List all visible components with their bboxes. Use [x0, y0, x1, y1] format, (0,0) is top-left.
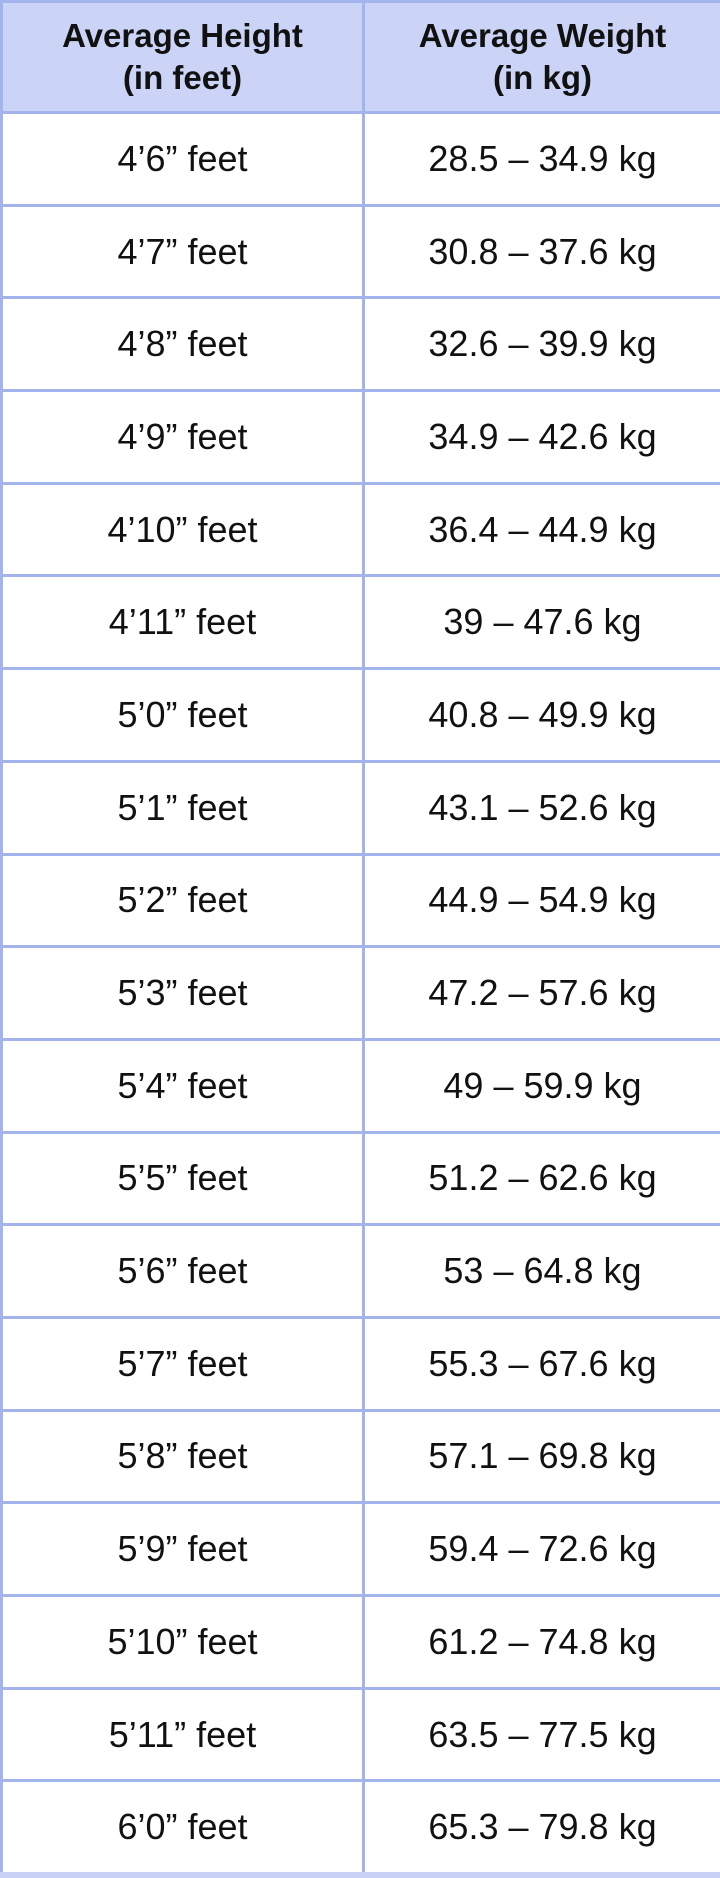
height-cell: 5’3” feet: [2, 947, 364, 1040]
height-cell: 5’2” feet: [2, 854, 364, 947]
height-cell: 5’0” feet: [2, 669, 364, 762]
header-height: Average Height (in feet): [2, 2, 364, 113]
height-cell: 5’1” feet: [2, 761, 364, 854]
weight-cell: 39 – 47.6 kg: [364, 576, 720, 669]
height-cell: 5’6” feet: [2, 1225, 364, 1318]
weight-cell: 34.9 – 42.6 kg: [364, 391, 720, 484]
height-cell: 5’10” feet: [2, 1596, 364, 1689]
height-cell: 6’0” feet: [2, 1781, 364, 1875]
weight-cell: 40.8 – 49.9 kg: [364, 669, 720, 762]
height-cell: 5’4” feet: [2, 1039, 364, 1132]
weight-cell: 59.4 – 72.6 kg: [364, 1503, 720, 1596]
height-cell: 4’6” feet: [2, 113, 364, 206]
height-cell: 5’5” feet: [2, 1132, 364, 1225]
weight-cell: 43.1 – 52.6 kg: [364, 761, 720, 854]
header-weight-line1: Average Weight: [365, 15, 720, 57]
weight-cell: 65.3 – 79.8 kg: [364, 1781, 720, 1875]
weight-cell: 44.9 – 54.9 kg: [364, 854, 720, 947]
height-cell: 5’9” feet: [2, 1503, 364, 1596]
height-cell: 4’8” feet: [2, 298, 364, 391]
header-height-line1: Average Height: [3, 15, 362, 57]
weight-cell: 32.6 – 39.9 kg: [364, 298, 720, 391]
height-cell: 4’10” feet: [2, 483, 364, 576]
height-cell: 5’11” feet: [2, 1688, 364, 1781]
height-cell: 4’7” feet: [2, 205, 364, 298]
header-row: Average Height (in feet) Average Weight …: [2, 2, 720, 113]
weight-cell: 63.5 – 77.5 kg: [364, 1688, 720, 1781]
header-height-line2: (in feet): [3, 57, 362, 99]
weight-cell: 61.2 – 74.8 kg: [364, 1596, 720, 1689]
header-weight: Average Weight (in kg): [364, 2, 720, 113]
weight-cell: 51.2 – 62.6 kg: [364, 1132, 720, 1225]
header-weight-line2: (in kg): [365, 57, 720, 99]
weight-cell: 30.8 – 37.6 kg: [364, 205, 720, 298]
weight-cell: 57.1 – 69.8 kg: [364, 1410, 720, 1503]
height-cell: 4’9” feet: [2, 391, 364, 484]
weight-cell: 28.5 – 34.9 kg: [364, 113, 720, 206]
height-cell: 4’11” feet: [2, 576, 364, 669]
weight-cell: 49 – 59.9 kg: [364, 1039, 720, 1132]
weight-cell: 55.3 – 67.6 kg: [364, 1317, 720, 1410]
weight-cell: 36.4 – 44.9 kg: [364, 483, 720, 576]
height-cell: 5’7” feet: [2, 1317, 364, 1410]
weight-cell: 47.2 – 57.6 kg: [364, 947, 720, 1040]
height-cell: 5’8” feet: [2, 1410, 364, 1503]
weight-cell: 53 – 64.8 kg: [364, 1225, 720, 1318]
